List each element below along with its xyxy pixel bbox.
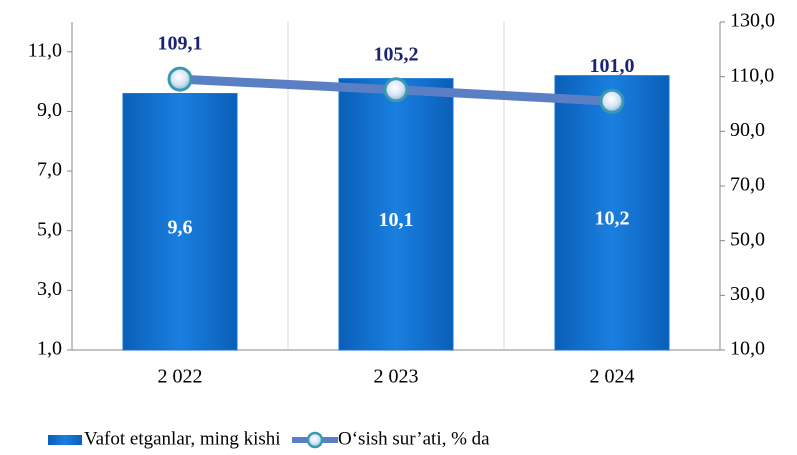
bar-value-label: 10,2 bbox=[595, 207, 630, 229]
legend-label: O‘sish sur’ati, % da bbox=[338, 428, 490, 449]
x-tick-label: 2 024 bbox=[590, 366, 635, 388]
y2-tick-label: 130,0 bbox=[730, 10, 775, 32]
line-marker bbox=[167, 66, 193, 92]
y-tick-label: 11,0 bbox=[28, 39, 62, 61]
y2-tick-label: 10,0 bbox=[730, 338, 765, 360]
y-tick-label: 5,0 bbox=[37, 218, 62, 240]
y2-tick-label: 50,0 bbox=[730, 228, 765, 250]
x-tick-label: 2 023 bbox=[374, 366, 419, 388]
y-tick-label: 3,0 bbox=[37, 278, 62, 300]
legend-label: Vafot etganlar, ming kishi bbox=[84, 428, 281, 449]
line-marker bbox=[383, 77, 409, 103]
line-value-label: 109,1 bbox=[158, 33, 203, 55]
bar-value-label: 9,6 bbox=[168, 216, 193, 238]
bar bbox=[338, 78, 454, 351]
x-tick-label: 2 022 bbox=[158, 366, 203, 388]
line-marker bbox=[599, 88, 625, 114]
y-tick-label: 7,0 bbox=[37, 159, 62, 181]
y2-tick-label: 90,0 bbox=[730, 119, 765, 141]
y-tick-label: 1,0 bbox=[37, 338, 62, 360]
bar bbox=[554, 75, 670, 351]
legend-marker bbox=[306, 431, 324, 449]
line-value-label: 105,2 bbox=[374, 43, 419, 65]
y-tick-label: 9,0 bbox=[37, 99, 62, 121]
y2-tick-label: 110,0 bbox=[730, 64, 774, 86]
bar-value-label: 10,1 bbox=[379, 209, 414, 231]
legend-swatch bbox=[48, 435, 82, 445]
bar bbox=[122, 93, 238, 351]
y2-tick-label: 70,0 bbox=[730, 174, 765, 196]
line-value-label: 101,0 bbox=[590, 55, 635, 77]
y2-tick-label: 30,0 bbox=[730, 283, 765, 305]
